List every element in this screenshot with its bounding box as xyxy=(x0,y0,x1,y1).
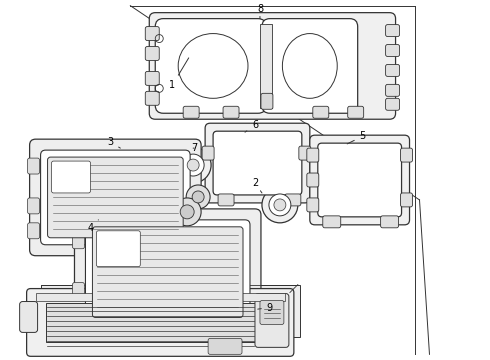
FancyBboxPatch shape xyxy=(98,325,116,337)
FancyBboxPatch shape xyxy=(145,27,159,41)
FancyBboxPatch shape xyxy=(400,148,413,162)
FancyBboxPatch shape xyxy=(145,91,159,105)
FancyBboxPatch shape xyxy=(158,325,176,337)
FancyBboxPatch shape xyxy=(41,150,190,245)
FancyBboxPatch shape xyxy=(386,84,399,96)
FancyBboxPatch shape xyxy=(208,325,226,337)
Circle shape xyxy=(274,199,286,211)
FancyBboxPatch shape xyxy=(73,283,84,298)
FancyBboxPatch shape xyxy=(348,106,364,118)
FancyBboxPatch shape xyxy=(93,227,243,318)
FancyBboxPatch shape xyxy=(400,193,413,207)
Circle shape xyxy=(262,187,298,223)
Circle shape xyxy=(180,205,194,219)
FancyBboxPatch shape xyxy=(26,289,294,356)
Text: 3: 3 xyxy=(107,137,121,148)
FancyBboxPatch shape xyxy=(386,45,399,57)
FancyBboxPatch shape xyxy=(255,293,289,347)
FancyBboxPatch shape xyxy=(205,123,310,203)
FancyBboxPatch shape xyxy=(27,198,40,214)
FancyBboxPatch shape xyxy=(318,143,401,217)
FancyBboxPatch shape xyxy=(149,13,395,119)
Circle shape xyxy=(186,185,210,209)
FancyBboxPatch shape xyxy=(262,19,358,113)
Text: 2: 2 xyxy=(252,178,262,193)
Circle shape xyxy=(269,194,291,216)
FancyBboxPatch shape xyxy=(145,46,159,60)
FancyBboxPatch shape xyxy=(381,216,398,228)
FancyBboxPatch shape xyxy=(218,194,234,206)
FancyBboxPatch shape xyxy=(145,71,159,85)
Text: 8: 8 xyxy=(257,4,263,19)
Circle shape xyxy=(187,159,199,171)
FancyBboxPatch shape xyxy=(386,98,399,110)
FancyBboxPatch shape xyxy=(310,135,410,225)
FancyBboxPatch shape xyxy=(85,220,250,324)
FancyBboxPatch shape xyxy=(307,173,319,187)
Circle shape xyxy=(192,191,204,203)
FancyBboxPatch shape xyxy=(386,64,399,76)
Circle shape xyxy=(173,198,201,226)
Text: 1: 1 xyxy=(169,58,189,90)
Text: 4: 4 xyxy=(87,220,98,233)
FancyBboxPatch shape xyxy=(261,93,273,109)
FancyBboxPatch shape xyxy=(20,302,38,332)
FancyBboxPatch shape xyxy=(51,161,91,193)
FancyBboxPatch shape xyxy=(208,338,242,354)
Circle shape xyxy=(175,147,211,183)
FancyBboxPatch shape xyxy=(386,24,399,37)
FancyBboxPatch shape xyxy=(183,106,199,118)
FancyBboxPatch shape xyxy=(73,233,84,249)
Bar xyxy=(260,24,272,108)
FancyBboxPatch shape xyxy=(260,301,284,324)
FancyBboxPatch shape xyxy=(29,139,201,256)
FancyBboxPatch shape xyxy=(27,158,40,174)
FancyBboxPatch shape xyxy=(299,146,311,160)
FancyBboxPatch shape xyxy=(307,148,319,162)
FancyBboxPatch shape xyxy=(202,146,214,160)
Text: 7: 7 xyxy=(191,143,197,153)
FancyBboxPatch shape xyxy=(285,194,301,206)
Bar xyxy=(41,285,300,337)
Text: 9: 9 xyxy=(258,302,273,312)
FancyBboxPatch shape xyxy=(74,209,261,336)
FancyBboxPatch shape xyxy=(223,106,239,118)
FancyBboxPatch shape xyxy=(27,223,40,239)
Text: 5: 5 xyxy=(347,131,366,144)
FancyBboxPatch shape xyxy=(97,231,140,267)
Bar xyxy=(46,302,255,342)
FancyBboxPatch shape xyxy=(313,106,329,118)
FancyBboxPatch shape xyxy=(307,198,319,212)
Bar xyxy=(36,293,285,301)
FancyBboxPatch shape xyxy=(323,216,341,228)
FancyBboxPatch shape xyxy=(48,157,183,238)
Text: 6: 6 xyxy=(245,120,258,132)
FancyBboxPatch shape xyxy=(155,19,266,113)
Circle shape xyxy=(182,154,204,176)
FancyBboxPatch shape xyxy=(213,131,302,195)
